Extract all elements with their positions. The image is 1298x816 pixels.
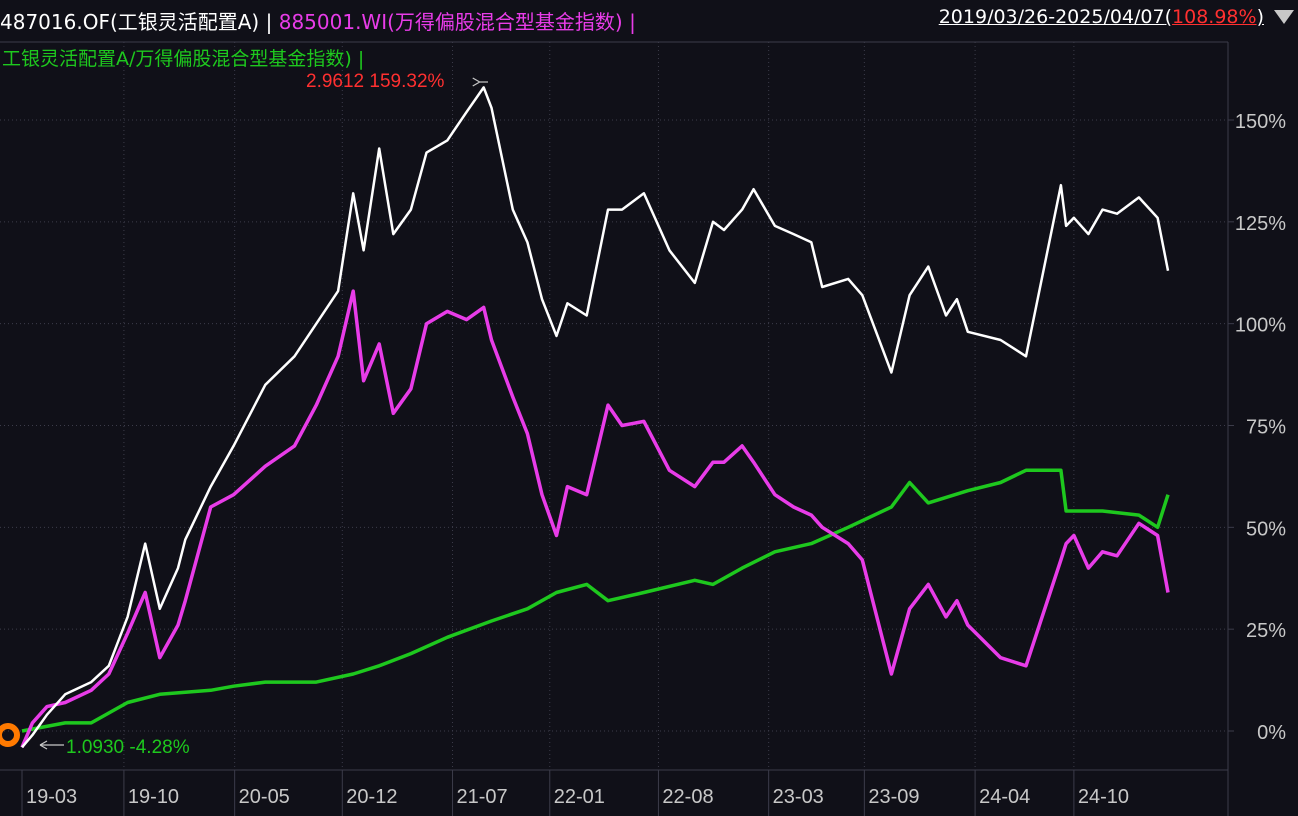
y-tick-label: 0% — [1257, 722, 1286, 744]
fund-series-line[interactable] — [21, 86, 1170, 749]
y-tick-label: 150% — [1235, 111, 1286, 133]
x-tick-label: 24-04 — [979, 786, 1030, 808]
series-lines — [20, 86, 1170, 749]
x-tick-label: 19-03 — [26, 786, 77, 808]
x-tick-label: 23-09 — [868, 786, 919, 808]
x-axis-ticks: 19-03 19-10 20-05 20-12 21-07 22-01 22-08 23-03… — [21, 770, 1129, 816]
range-return-close: ) — [1256, 6, 1264, 28]
legend-separator: | — [265, 10, 273, 34]
y-tick-label: 125% — [1235, 213, 1286, 235]
legend-index-code[interactable]: 885001.WI(万得偏股混合型基金指数) — [278, 10, 623, 34]
x-tick-label: 22-01 — [554, 786, 605, 808]
grid-lines — [0, 41, 1229, 816]
legend-separator: | — [357, 48, 365, 70]
chart-legend-top: 487016.OF(工银灵活配置A) | 885001.WI(万得偏股混合型基金… — [0, 6, 636, 35]
max-point-label: 2.9612 159.32% — [306, 71, 445, 92]
x-tick-label: 19-10 — [128, 786, 179, 808]
legend-ratio: 工银灵活配置A/万得偏股混合型基金指数) | — [2, 44, 364, 71]
x-tick-label: 22-08 — [662, 786, 713, 808]
min-point-arrowhead — [39, 740, 48, 750]
dropdown-triangle-icon[interactable] — [1274, 10, 1294, 24]
y-axis-ticks: 0% 25% 50% 75% 100% 125% 150% — [1228, 111, 1286, 744]
point-markers — [0, 77, 488, 750]
y-tick-label: 25% — [1246, 620, 1286, 642]
min-point-label: 1.0930 -4.28% — [66, 737, 190, 758]
legend-fund-code[interactable]: 487016.OF(工银灵活配置A) — [0, 10, 260, 34]
y-tick-label: 75% — [1246, 417, 1286, 439]
y-tick-label: 100% — [1235, 315, 1286, 337]
x-tick-label: 20-05 — [239, 786, 290, 808]
legend-separator: | — [629, 10, 636, 34]
ratio-series-line[interactable] — [21, 468, 1170, 733]
index-series-line[interactable] — [20, 289, 1170, 748]
range-return-open: ( — [1164, 6, 1173, 28]
x-tick-label: 23-03 — [773, 786, 824, 808]
start-point-marker — [0, 723, 20, 747]
date-range-selector[interactable]: 2019/03/26-2025/04/07(108.98%) — [939, 6, 1264, 28]
date-range-text[interactable]: 2019/03/26-2025/04/07 — [938, 6, 1165, 28]
range-return-value: 108.98% — [1172, 6, 1257, 28]
legend-ratio-label[interactable]: 工银灵活配置A/万得偏股混合型基金指数) — [2, 48, 352, 70]
x-tick-label: 20-12 — [346, 786, 397, 808]
y-tick-label: 50% — [1246, 518, 1286, 540]
x-tick-label: 21-07 — [457, 786, 508, 808]
x-tick-label: 24-10 — [1078, 786, 1129, 808]
max-point-arrowhead — [472, 77, 481, 87]
